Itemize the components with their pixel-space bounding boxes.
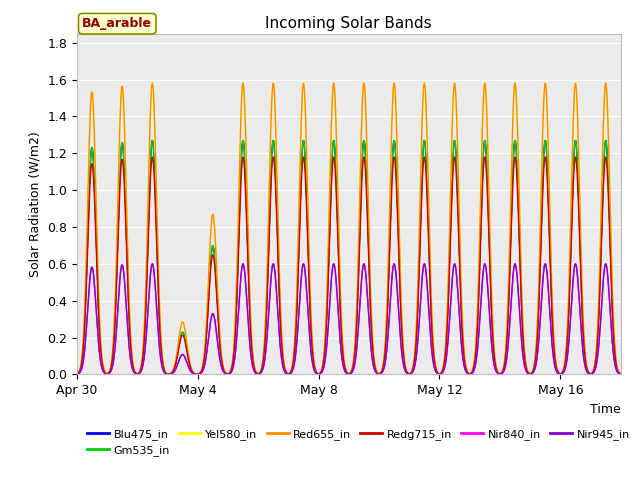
Red655_in bbox=[636, 176, 640, 182]
X-axis label: Time: Time bbox=[590, 403, 621, 416]
Redg715_in bbox=[636, 226, 640, 231]
Red655_in bbox=[73, 371, 81, 377]
Nir840_in bbox=[548, 346, 556, 352]
Gm535_in bbox=[636, 215, 640, 220]
Nir945_in bbox=[636, 297, 640, 303]
Nir945_in bbox=[93, 314, 100, 320]
Legend: Blu475_in, Gm535_in, Yel580_in, Red655_in, Redg715_in, Nir840_in, Nir945_in: Blu475_in, Gm535_in, Yel580_in, Red655_i… bbox=[83, 424, 634, 460]
Nir840_in bbox=[221, 371, 229, 376]
Blu475_in bbox=[548, 317, 556, 323]
Text: BA_arable: BA_arable bbox=[82, 17, 152, 30]
Blu475_in bbox=[164, 372, 172, 377]
Redg715_in bbox=[397, 321, 405, 327]
Gm535_in bbox=[339, 340, 346, 346]
Nir840_in bbox=[164, 372, 172, 377]
Yel580_in bbox=[548, 304, 556, 310]
Nir840_in bbox=[93, 314, 100, 320]
Gm535_in bbox=[73, 371, 81, 377]
Red655_in bbox=[339, 333, 346, 338]
Nir840_in bbox=[397, 346, 405, 352]
Nir945_in bbox=[164, 372, 172, 377]
Red655_in bbox=[93, 220, 100, 226]
Yel580_in bbox=[221, 369, 229, 375]
Nir945_in bbox=[221, 371, 229, 376]
Blu475_in bbox=[636, 215, 640, 220]
Nir945_in bbox=[339, 357, 346, 362]
Gm535_in bbox=[148, 138, 156, 144]
Gm535_in bbox=[548, 317, 556, 323]
Nir840_in bbox=[148, 261, 156, 267]
Line: Blu475_in: Blu475_in bbox=[77, 141, 640, 374]
Gm535_in bbox=[397, 317, 405, 323]
Gm535_in bbox=[221, 370, 229, 375]
Redg715_in bbox=[548, 321, 556, 327]
Line: Red655_in: Red655_in bbox=[77, 84, 640, 374]
Blu475_in bbox=[93, 250, 100, 255]
Nir840_in bbox=[636, 297, 640, 303]
Blu475_in bbox=[73, 371, 81, 377]
Line: Nir840_in: Nir840_in bbox=[77, 264, 640, 374]
Gm535_in bbox=[93, 250, 100, 255]
Redg715_in bbox=[221, 370, 229, 375]
Title: Incoming Solar Bands: Incoming Solar Bands bbox=[266, 16, 432, 31]
Yel580_in bbox=[73, 371, 81, 377]
Nir945_in bbox=[548, 346, 556, 352]
Nir945_in bbox=[397, 346, 405, 352]
Yel580_in bbox=[164, 372, 172, 377]
Yel580_in bbox=[339, 333, 346, 338]
Nir840_in bbox=[339, 357, 346, 362]
Blu475_in bbox=[397, 317, 405, 323]
Redg715_in bbox=[148, 154, 156, 160]
Redg715_in bbox=[93, 258, 100, 264]
Yel580_in bbox=[636, 176, 640, 182]
Y-axis label: Solar Radiation (W/m2): Solar Radiation (W/m2) bbox=[29, 131, 42, 277]
Nir840_in bbox=[73, 372, 81, 377]
Nir945_in bbox=[148, 261, 156, 267]
Nir945_in bbox=[73, 372, 81, 377]
Redg715_in bbox=[73, 371, 81, 377]
Red655_in bbox=[164, 372, 172, 377]
Yel580_in bbox=[397, 304, 405, 310]
Red655_in bbox=[548, 304, 556, 310]
Line: Yel580_in: Yel580_in bbox=[77, 84, 640, 374]
Gm535_in bbox=[164, 372, 172, 377]
Blu475_in bbox=[339, 340, 346, 346]
Redg715_in bbox=[164, 372, 172, 377]
Red655_in bbox=[221, 369, 229, 375]
Yel580_in bbox=[93, 220, 100, 226]
Red655_in bbox=[148, 81, 156, 86]
Blu475_in bbox=[221, 370, 229, 375]
Line: Gm535_in: Gm535_in bbox=[77, 141, 640, 374]
Yel580_in bbox=[148, 81, 156, 86]
Line: Redg715_in: Redg715_in bbox=[77, 157, 640, 374]
Red655_in bbox=[397, 304, 405, 310]
Redg715_in bbox=[339, 343, 346, 348]
Line: Nir945_in: Nir945_in bbox=[77, 264, 640, 374]
Blu475_in bbox=[148, 138, 156, 144]
